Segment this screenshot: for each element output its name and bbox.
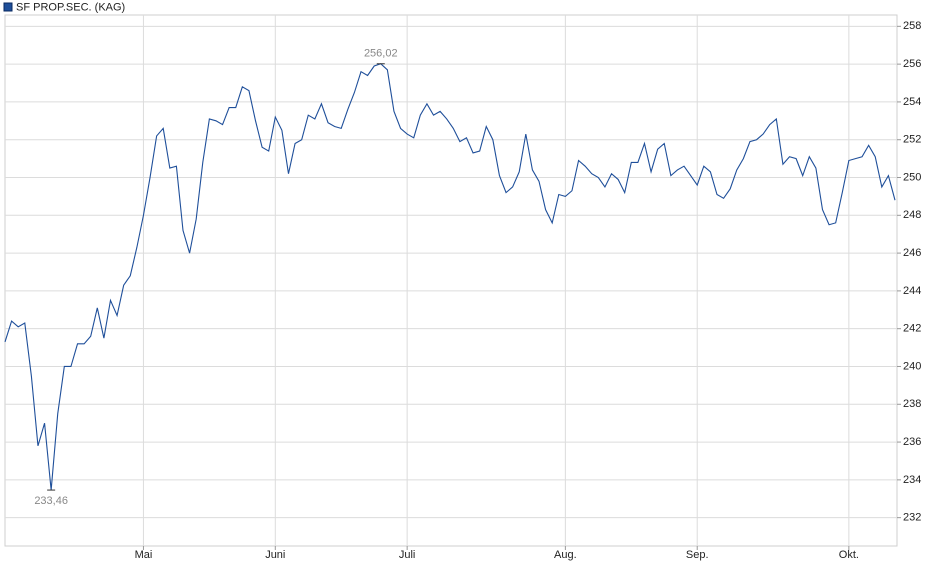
x-tick-label: Juni [265,549,285,561]
plot-frame [4,14,898,547]
y-tick-label: 232 [903,512,921,524]
value-label: 256,02 [364,48,398,60]
x-tick-label: Okt. [839,549,859,561]
y-tick-label: 242 [903,323,921,335]
y-tick-label: 248 [903,209,921,221]
x-tick-label: Juli [399,549,416,561]
value-label: 233,46 [34,495,68,507]
y-tick-label: 238 [903,398,921,410]
price-line [4,63,896,491]
y-tick-label: 240 [903,360,921,372]
y-tick-label: 236 [903,436,921,448]
x-tick-label: Aug. [554,549,577,561]
y-tick-label: 258 [903,20,921,32]
y-tick-label: 252 [903,134,921,146]
y-tick-label: 256 [903,58,921,70]
x-tick-label: Sep. [686,549,709,561]
legend-label: SF PROP.SEC. (KAG) [16,1,125,13]
legend-swatch [3,2,13,12]
y-tick-label: 246 [903,247,921,259]
x-tick-label: Mai [135,549,153,561]
y-tick-label: 250 [903,171,921,183]
y-tick-label: 244 [903,285,921,297]
y-tick-label: 234 [903,474,921,486]
y-tick-label: 254 [903,96,921,108]
